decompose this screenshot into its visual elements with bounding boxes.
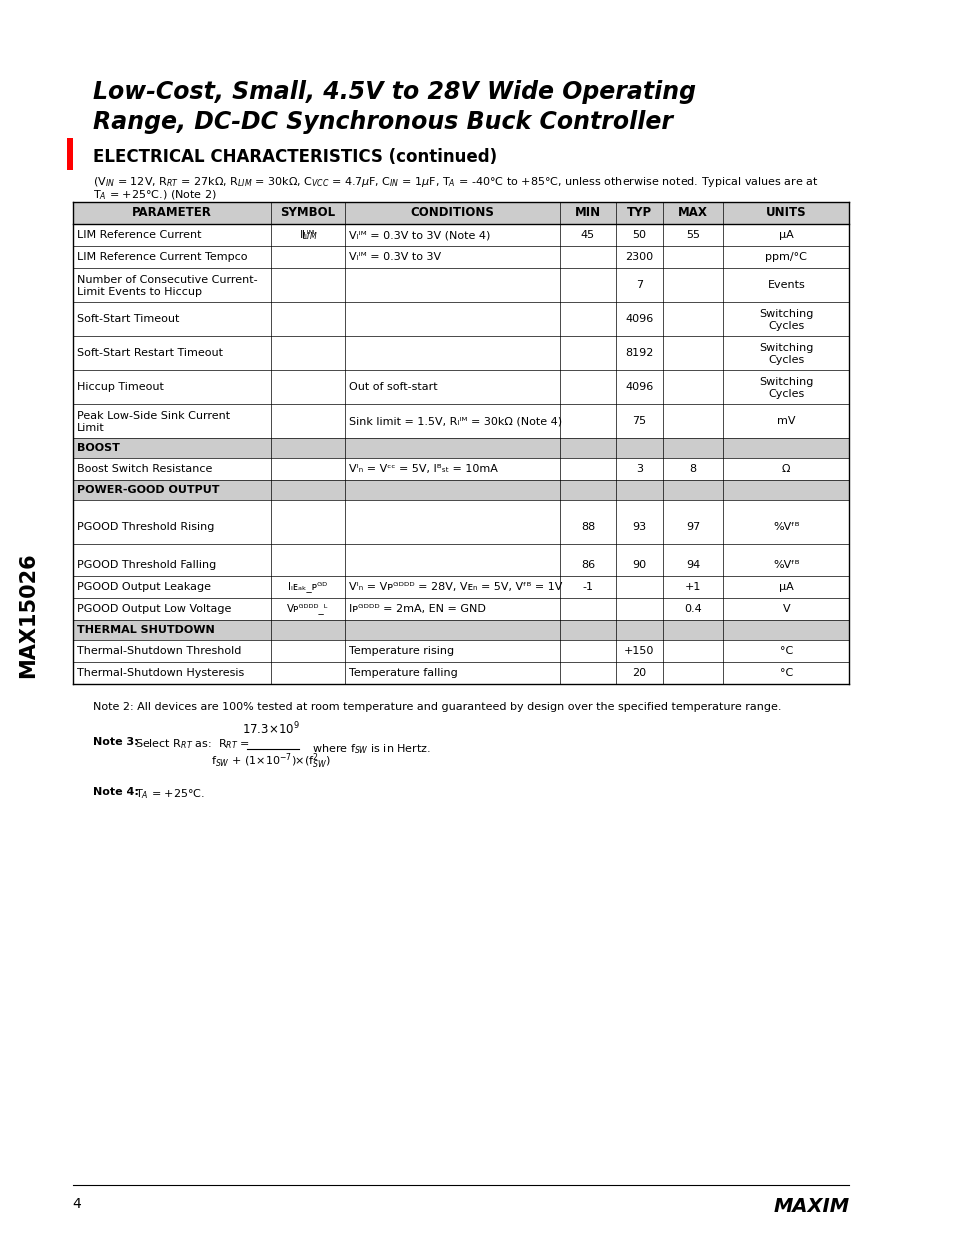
FancyBboxPatch shape — [67, 138, 72, 170]
Text: Iₗᴇₐₖ_ᴘᴳᴰ: Iₗᴇₐₖ_ᴘᴳᴰ — [288, 582, 327, 593]
Text: 45: 45 — [580, 230, 595, 240]
Text: 20: 20 — [632, 668, 646, 678]
Text: Soft-Start Timeout: Soft-Start Timeout — [76, 314, 179, 324]
Text: 75: 75 — [632, 416, 646, 426]
Text: μA: μA — [778, 582, 793, 592]
Text: Vᴘᴳᴰᴰᴰ_ᴸ: Vᴘᴳᴰᴰᴰ_ᴸ — [287, 604, 329, 615]
Text: Cycles: Cycles — [767, 354, 803, 366]
FancyBboxPatch shape — [72, 620, 848, 640]
Text: TYP: TYP — [626, 206, 651, 220]
Text: Cycles: Cycles — [767, 321, 803, 331]
Text: MAX: MAX — [678, 206, 707, 220]
Text: -1: -1 — [582, 582, 593, 592]
Text: 93: 93 — [632, 522, 646, 532]
Text: (V$_{IN}$ = 12V, R$_{RT}$ = 27k$\Omega$, R$_{LIM}$ = 30k$\Omega$, C$_{VCC}$ = 4.: (V$_{IN}$ = 12V, R$_{RT}$ = 27k$\Omega$,… — [93, 175, 818, 189]
Text: 50: 50 — [632, 230, 645, 240]
Text: 4096: 4096 — [624, 382, 653, 391]
Text: 7: 7 — [635, 280, 642, 290]
Text: 8192: 8192 — [624, 348, 653, 358]
Text: 3: 3 — [635, 464, 642, 474]
Text: T$_{A}$ = +25°C.: T$_{A}$ = +25°C. — [135, 787, 205, 800]
Text: Boost Switch Resistance: Boost Switch Resistance — [76, 464, 212, 474]
FancyBboxPatch shape — [72, 480, 848, 500]
Text: UNITS: UNITS — [765, 206, 805, 220]
Text: +150: +150 — [623, 646, 654, 656]
FancyBboxPatch shape — [72, 438, 848, 458]
Text: Vₗᴵᴹ = 0.3V to 3V (Note 4): Vₗᴵᴹ = 0.3V to 3V (Note 4) — [349, 230, 490, 240]
Text: CONDITIONS: CONDITIONS — [410, 206, 494, 220]
Text: 97: 97 — [685, 522, 700, 532]
Text: °C: °C — [779, 668, 792, 678]
Text: Events: Events — [766, 280, 804, 290]
Text: 17.3×10$^{9}$: 17.3×10$^{9}$ — [241, 720, 299, 737]
Text: %Vᶠᴮ: %Vᶠᴮ — [772, 559, 799, 571]
Text: 4096: 4096 — [624, 314, 653, 324]
Text: Sink limit = 1.5V, Rₗᴵᴹ = 30kΩ (Note 4): Sink limit = 1.5V, Rₗᴵᴹ = 30kΩ (Note 4) — [349, 416, 561, 426]
Text: Note 4:: Note 4: — [93, 787, 139, 797]
Text: °C: °C — [779, 646, 792, 656]
Text: 94: 94 — [685, 559, 700, 571]
Text: Range, DC-DC Synchronous Buck Controller: Range, DC-DC Synchronous Buck Controller — [93, 110, 673, 135]
Text: Number of Consecutive Current-: Number of Consecutive Current- — [76, 275, 257, 285]
Text: I$_{LIM}$: I$_{LIM}$ — [298, 228, 317, 242]
Text: +1: +1 — [684, 582, 700, 592]
Text: T$_{A}$ = +25°C.) (Note 2): T$_{A}$ = +25°C.) (Note 2) — [93, 188, 217, 201]
Text: PGOOD Output Low Voltage: PGOOD Output Low Voltage — [76, 604, 231, 614]
Text: Vᴵₙ = Vᶜᶜ = 5V, Iᴮₛₜ = 10mA: Vᴵₙ = Vᶜᶜ = 5V, Iᴮₛₜ = 10mA — [349, 464, 497, 474]
Text: Switching: Switching — [759, 377, 813, 387]
Text: PARAMETER: PARAMETER — [132, 206, 212, 220]
Text: Iᴘᴳᴰᴰᴰ = 2mA, EN = GND: Iᴘᴳᴰᴰᴰ = 2mA, EN = GND — [349, 604, 485, 614]
Text: PGOOD Threshold Falling: PGOOD Threshold Falling — [76, 559, 215, 571]
Text: Ω: Ω — [781, 464, 790, 474]
Text: where f$_{SW}$ is in Hertz.: where f$_{SW}$ is in Hertz. — [305, 742, 431, 756]
Text: Soft-Start Restart Timeout: Soft-Start Restart Timeout — [76, 348, 222, 358]
Text: Note 2: All devices are 100% tested at room temperature and guaranteed by design: Note 2: All devices are 100% tested at r… — [93, 701, 781, 713]
Text: Switching: Switching — [759, 309, 813, 319]
Text: Limit: Limit — [76, 424, 104, 433]
Text: 0.4: 0.4 — [683, 604, 701, 614]
Text: SYMBOL: SYMBOL — [280, 206, 335, 220]
Text: Low-Cost, Small, 4.5V to 28V Wide Operating: Low-Cost, Small, 4.5V to 28V Wide Operat… — [93, 80, 696, 104]
Text: THERMAL SHUTDOWN: THERMAL SHUTDOWN — [76, 625, 214, 635]
Text: Note 3:: Note 3: — [93, 737, 139, 747]
Text: Out of soft-start: Out of soft-start — [349, 382, 437, 391]
FancyBboxPatch shape — [72, 203, 848, 224]
Text: Temperature falling: Temperature falling — [349, 668, 457, 678]
Text: PGOOD Output Leakage: PGOOD Output Leakage — [76, 582, 211, 592]
Text: Thermal-Shutdown Threshold: Thermal-Shutdown Threshold — [76, 646, 241, 656]
Text: MAXIM: MAXIM — [772, 1197, 848, 1216]
Text: POWER-GOOD OUTPUT: POWER-GOOD OUTPUT — [76, 485, 219, 495]
Text: MAX15026: MAX15026 — [18, 552, 38, 678]
Text: Iₗᴵᴹ: Iₗᴵᴹ — [301, 230, 314, 240]
Text: ppm/°C: ppm/°C — [764, 252, 806, 262]
Text: 90: 90 — [632, 559, 646, 571]
Text: Cycles: Cycles — [767, 389, 803, 399]
Text: Switching: Switching — [759, 343, 813, 353]
Text: Vᴵₙ = Vᴘᴳᴰᴰᴰ = 28V, Vᴇₙ = 5V, Vᶠᴮ = 1V: Vᴵₙ = Vᴘᴳᴰᴰᴰ = 28V, Vᴇₙ = 5V, Vᶠᴮ = 1V — [349, 582, 562, 592]
Text: ELECTRICAL CHARACTERISTICS (continued): ELECTRICAL CHARACTERISTICS (continued) — [93, 148, 497, 165]
Text: PGOOD Threshold Rising: PGOOD Threshold Rising — [76, 522, 213, 532]
Text: Thermal-Shutdown Hysteresis: Thermal-Shutdown Hysteresis — [76, 668, 244, 678]
Text: 88: 88 — [580, 522, 595, 532]
Text: Select R$_{RT}$ as:  R$_{RT}$ =: Select R$_{RT}$ as: R$_{RT}$ = — [135, 737, 251, 751]
Text: Temperature rising: Temperature rising — [349, 646, 454, 656]
Text: f$_{SW}$ + (1×10$^{-7}$)×(f$_{SW}^{2}$): f$_{SW}$ + (1×10$^{-7}$)×(f$_{SW}^{2}$) — [211, 751, 331, 771]
Text: 8: 8 — [689, 464, 696, 474]
Text: mV: mV — [776, 416, 795, 426]
Text: 2300: 2300 — [624, 252, 653, 262]
Text: BOOST: BOOST — [76, 443, 119, 453]
Text: %Vᶠᴮ: %Vᶠᴮ — [772, 522, 799, 532]
Text: μA: μA — [778, 230, 793, 240]
Text: LIM Reference Current: LIM Reference Current — [76, 230, 201, 240]
Text: LIM Reference Current Tempco: LIM Reference Current Tempco — [76, 252, 247, 262]
Text: 55: 55 — [685, 230, 700, 240]
Text: MIN: MIN — [575, 206, 600, 220]
Text: Limit Events to Hiccup: Limit Events to Hiccup — [76, 287, 201, 296]
Text: V: V — [781, 604, 789, 614]
Text: Vₗᴵᴹ = 0.3V to 3V: Vₗᴵᴹ = 0.3V to 3V — [349, 252, 440, 262]
Text: 4: 4 — [72, 1197, 81, 1212]
Text: Hiccup Timeout: Hiccup Timeout — [76, 382, 163, 391]
Text: 86: 86 — [580, 559, 595, 571]
Text: Peak Low-Side Sink Current: Peak Low-Side Sink Current — [76, 411, 230, 421]
